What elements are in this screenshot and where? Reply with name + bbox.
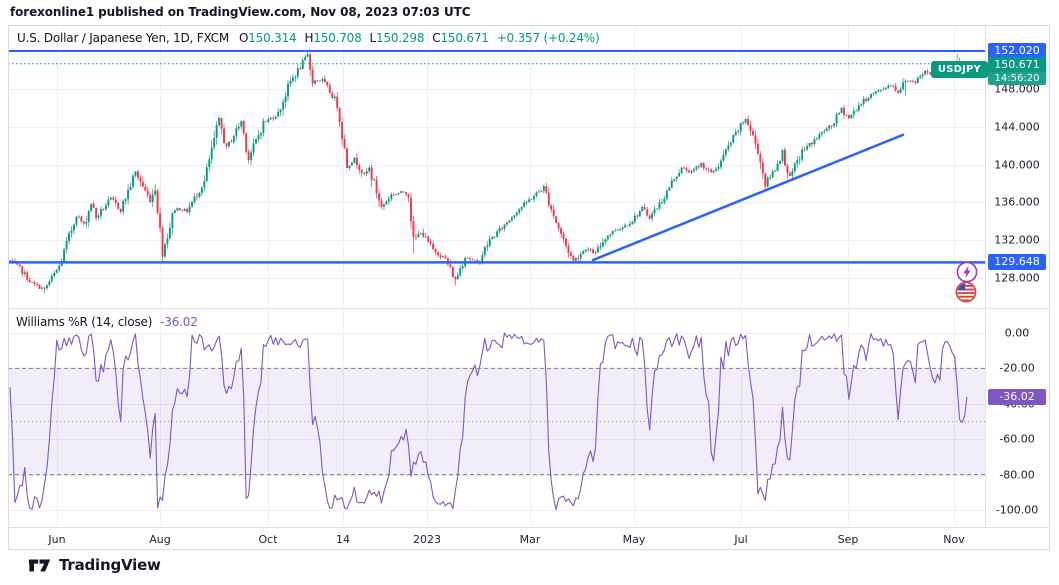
time-tick-label: May (622, 533, 646, 546)
time-tick-label: Mar (519, 533, 541, 546)
footer-brand[interactable]: TradingView (28, 556, 161, 574)
ohlc-values: O150.314 H150.708 L150.298 C150.671 (239, 31, 497, 45)
ohlc-pair: O150.314 (239, 31, 297, 45)
price-tick-label: 140.000 (994, 158, 1040, 172)
us-flag-event-icon[interactable] (955, 281, 977, 303)
lightning-event-icon[interactable] (956, 261, 978, 283)
symbol-price-label: USDJPY (930, 61, 988, 78)
indicator-tick-label: -100.00 (995, 503, 1039, 517)
price-tick-label: 132.000 (994, 233, 1040, 247)
indicator-tick-label: -20.00 (999, 361, 1035, 375)
indicator-name[interactable]: Williams %R (14, close) (16, 315, 153, 329)
ohlc-pair: L150.298 (369, 31, 425, 45)
time-tick-label: Jul (734, 533, 748, 546)
indicator-value: -36.02 (160, 315, 198, 329)
time-tick-label: Oct (258, 533, 278, 546)
ohlc-pair: H150.708 (304, 31, 362, 45)
last-price-badge: 150.671 14:56:20 (988, 56, 1046, 85)
time-tick-label: 2023 (413, 533, 441, 546)
price-tick-label: 128.000 (994, 271, 1040, 285)
brand-name: TradingView (59, 556, 161, 574)
last-price: 150.671 (988, 56, 1046, 72)
indicator-tick-label: -60.00 (999, 432, 1035, 446)
bar-countdown: 14:56:20 (988, 71, 1046, 85)
time-tick-label: 14 (336, 533, 350, 546)
time-tick-label: Sep (837, 533, 859, 546)
price-tick-label: 136.000 (994, 195, 1040, 209)
time-tick-label: Jun (48, 533, 66, 546)
symbol-info-bar[interactable]: U.S. Dollar / Japanese Yen, 1D, FXCM O150… (17, 31, 600, 45)
time-tick-label: Nov (943, 533, 965, 546)
publish-header: forexonline1 published on TradingView.co… (10, 5, 471, 19)
symbol-title[interactable]: U.S. Dollar / Japanese Yen, 1D, FXCM (17, 31, 229, 45)
upper-line-price-badge: 152.020 (988, 43, 1046, 59)
time-tick-label: Aug (149, 533, 171, 546)
indicator-label[interactable]: Williams %R (14, close) -36.02 (16, 315, 198, 329)
indicator-value-badge: -36.02 (988, 388, 1046, 405)
lower-line-price-badge: 129.648 (988, 254, 1046, 271)
ohlc-pair: C150.671 (432, 31, 489, 45)
indicator-tick-label: 0.00 (1004, 326, 1030, 340)
tradingview-logo-icon (28, 559, 51, 572)
price-tick-label: 148.000 (994, 82, 1040, 96)
price-tick-label: 144.000 (994, 120, 1040, 134)
price-change: +0.357 (+0.24%) (496, 31, 600, 45)
indicator-tick-label: -80.00 (999, 468, 1035, 482)
